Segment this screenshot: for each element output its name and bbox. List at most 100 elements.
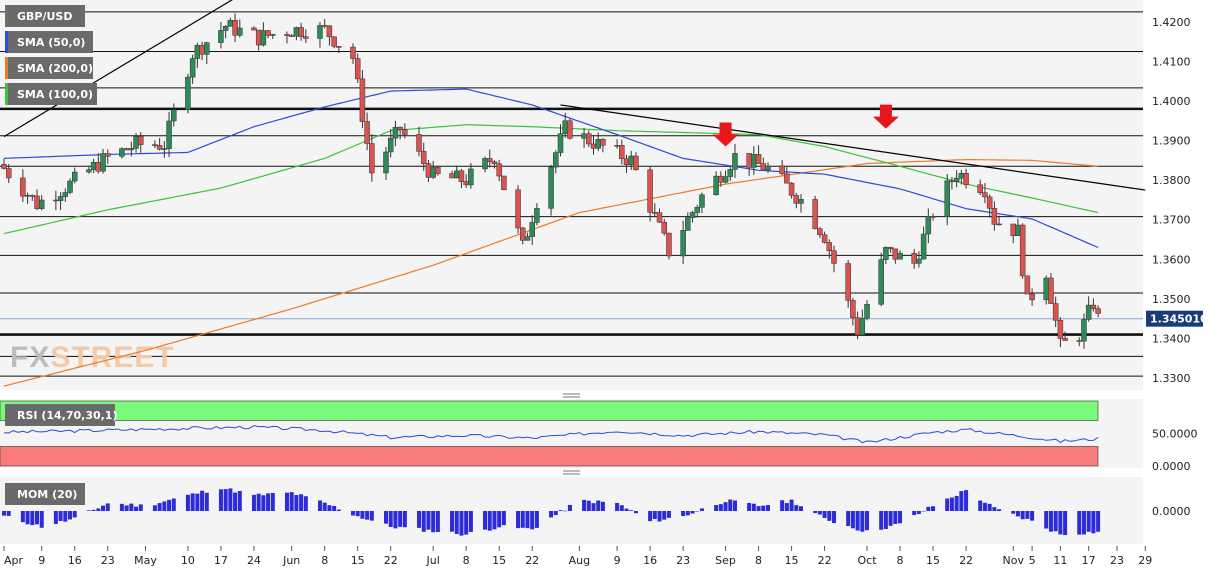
candle-body [548,166,554,209]
candle-body [944,180,950,217]
mom-bar-209 [987,503,992,511]
price-tick-6: 1.3600 [1152,253,1191,266]
candle-116 [548,164,554,216]
candle-124 [586,130,592,148]
candle-body [949,180,955,183]
candle-body [963,173,969,186]
mom-bar-71 [336,509,341,511]
mom-legend[interactable]: MOM (20) [5,483,85,505]
mom-bar-200 [945,498,950,511]
mom-bar-173 [817,511,822,515]
rsi-oversold-band [0,446,1099,467]
trendline-1 [560,104,1146,191]
mom-bar-47 [223,489,228,511]
rsi-legend-label: RSI (14,70,30,1) [17,409,117,422]
watermark: FXSTREET [10,341,175,374]
candle-67 [317,22,323,48]
x-tick-label-25: 8 [897,554,904,567]
mom-bar-19 [91,509,96,511]
candle-144 [680,220,686,265]
rsi-legend[interactable]: RSI (14,70,30,1) [5,404,117,426]
mom-bar-153 [723,502,728,511]
candle-body [854,317,861,336]
candle-231 [1090,298,1097,312]
candle-body [468,168,474,186]
candle-body [354,58,361,80]
mom-bar-155 [732,500,737,511]
mom-bar-158 [747,502,752,511]
candle-body [62,192,69,197]
mom-bar-165 [780,500,785,511]
mom-bar-174 [822,511,827,518]
candle-196 [925,208,932,244]
candle-body [350,46,356,59]
candle-225 [1062,331,1068,341]
candle-176 [831,245,837,273]
candle-body [661,221,667,234]
candle-84 [397,126,403,140]
candle-body [20,177,26,197]
mom-bar-197 [931,506,936,511]
candle-8 [38,195,45,211]
legend-color-swatch [5,83,8,105]
legend[interactable]: GBP/USD SMA (50,0) SMA (200,0) SMA (100,0) [5,5,97,105]
candle-body [534,208,540,223]
candle-body [1043,277,1049,301]
mom-bar-14 [68,511,73,520]
mom-bar-48 [228,488,233,511]
candle-body [166,120,172,149]
candle-77 [364,112,370,151]
mom-bar-181 [855,511,860,531]
legend-item-0[interactable]: GBP/USD [5,5,85,27]
mom-bar-119 [563,510,568,512]
candle-body [897,253,903,260]
candle-body [817,228,823,236]
mom-bar-111 [525,511,530,529]
sma-50-path [3,88,1099,249]
mom-bar-162 [765,505,770,511]
candle-body [204,42,210,55]
mom-bar-118 [558,510,563,511]
mom-bar-215 [1015,511,1020,517]
candle-body [718,175,724,183]
mom-bar-13 [63,511,68,522]
watermark-text: FXSTREET [10,341,175,374]
candle-151 [713,171,719,196]
candle-200 [944,173,950,226]
candle-body [284,34,290,36]
candle-body [123,148,130,151]
candle-body [270,34,276,36]
candle-body [105,153,111,157]
mom-bar-89 [421,511,426,532]
candle-193 [911,248,917,269]
mom-bar-70 [332,505,337,511]
candle-99 [468,162,474,189]
candle-body [864,304,870,319]
candle-body [520,227,526,241]
candle-50 [237,19,243,38]
candle-162 [765,162,771,173]
mom-bar-103 [487,511,492,531]
candle-body [850,300,856,318]
legend-item-2[interactable]: SMA (200,0) [5,57,93,79]
candle-218 [1029,288,1035,306]
price-tick-2: 1.4000 [1152,95,1191,108]
mom-bar-190 [898,511,903,524]
pane-resize-handle[interactable] [563,393,580,398]
legend-color-swatch [5,31,8,53]
mom-bar-137 [648,511,653,522]
mom-bar-207 [978,500,983,511]
candle-body [420,151,427,164]
x-tick-label-13: 8 [463,554,470,567]
legend-item-3[interactable]: SMA (100,0) [5,83,97,105]
mom-bar-62 [294,495,299,511]
candle-56 [265,30,271,39]
mom-bar-67 [317,500,322,511]
x-tick-label-30: 11 [1053,554,1067,567]
candle-105 [496,159,502,182]
legend-item-1[interactable]: SMA (50,0) [5,31,93,53]
pane-resize-handle-2[interactable] [563,470,580,475]
candle-224 [1057,317,1064,348]
legend-item-label: GBP/USD [17,10,72,23]
candle-body [491,161,498,165]
